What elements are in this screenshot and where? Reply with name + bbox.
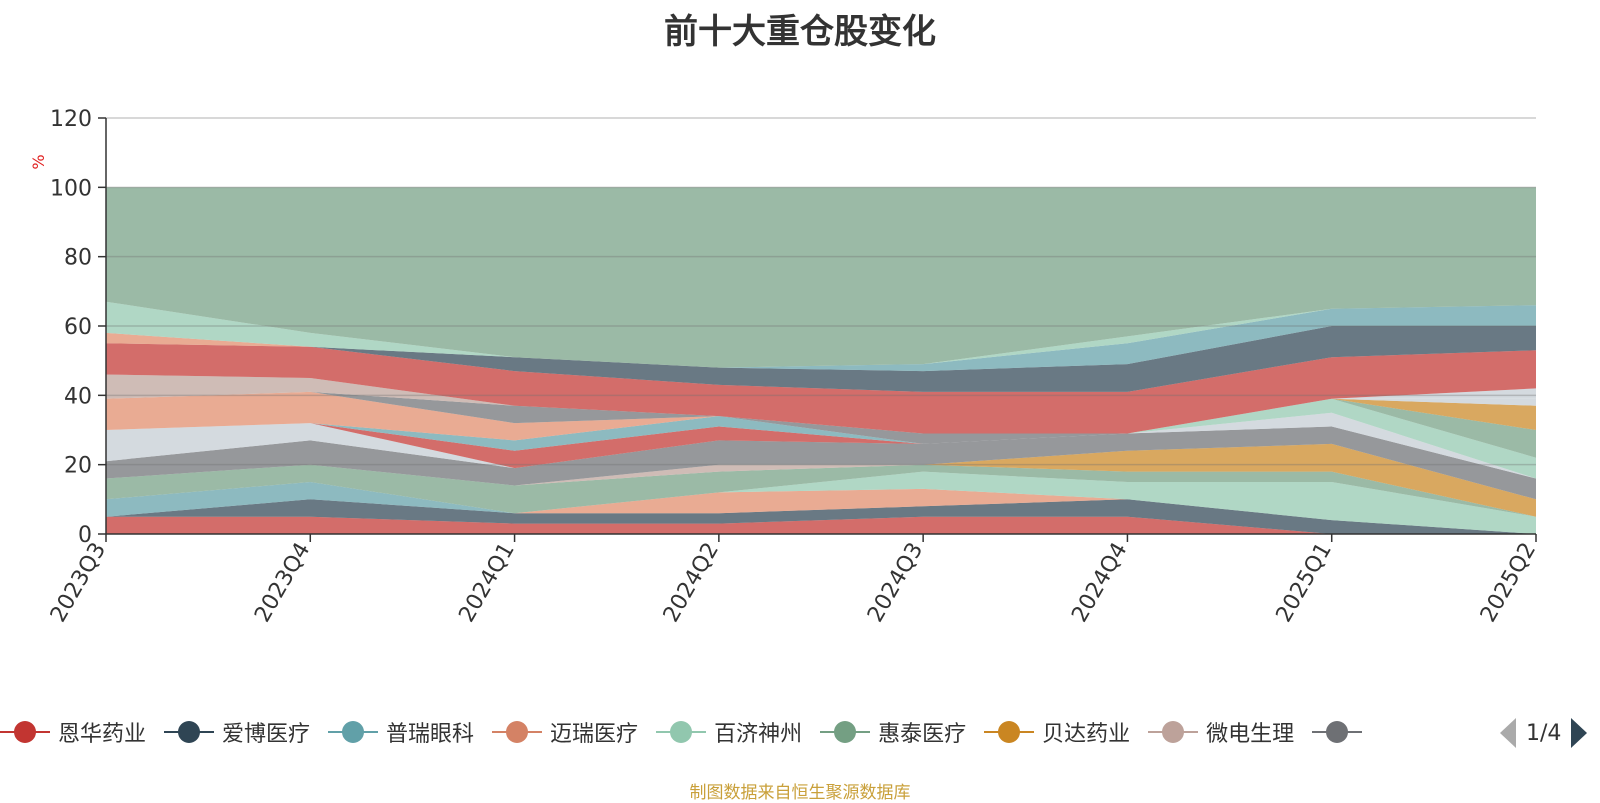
triangle-left-icon[interactable] (1500, 718, 1516, 748)
legend-item[interactable]: 恩华药业 (0, 712, 146, 752)
area-band-8 (106, 426, 1536, 500)
area-band-2 (106, 488, 1536, 534)
legend-label: 惠泰医疗 (878, 722, 967, 747)
area-band-9 (106, 412, 1536, 479)
area-band-12 (106, 398, 1536, 469)
legend-label: 贝达药业 (1042, 722, 1131, 747)
area-band-15 (106, 391, 1536, 444)
x-tick-label: 2024Q2 (659, 539, 724, 627)
area-band-24 (106, 301, 1536, 368)
chart-title: 前十大重仓股变化 (664, 12, 936, 52)
y-tick-label: 120 (50, 107, 92, 132)
legend-item[interactable]: 迈瑞医疗 (492, 712, 638, 752)
circle-marker-icon (984, 720, 1035, 744)
legend-label: 迈瑞医疗 (550, 722, 639, 747)
legend-page-indicator: 1/4 (1526, 720, 1562, 746)
area-band-18 (106, 374, 1536, 434)
legend-label: 普瑞眼科 (386, 722, 475, 747)
legend-item[interactable]: 微电生理 (1148, 712, 1294, 752)
x-tick-label: 2023Q3 (46, 539, 111, 627)
area-band-6 (106, 443, 1536, 517)
y-tick-label: 40 (64, 384, 92, 409)
legend-label: 爱博医疗 (222, 722, 311, 747)
area-band-13 (106, 398, 1536, 451)
area-band-4 (106, 471, 1536, 517)
area-band-21 (106, 326, 1536, 392)
legend-item[interactable]: 惠泰医疗 (820, 712, 966, 752)
y-tick-label: 80 (64, 246, 92, 271)
y-axis-unit: % (29, 154, 48, 169)
x-tick-label: 2024Q4 (1067, 539, 1132, 627)
y-tick-label: 60 (64, 315, 92, 340)
x-tick-label: 2025Q2 (1476, 539, 1541, 627)
area-bands (106, 187, 1536, 534)
area-band-1 (106, 499, 1536, 534)
source-note: 制图数据来自恒生聚源数据库 (689, 783, 911, 803)
area-band-3 (106, 471, 1536, 534)
legend-item[interactable]: 贝达药业 (984, 712, 1130, 752)
y-tick-label: 0 (78, 523, 92, 548)
area-band-5 (106, 464, 1536, 517)
circle-marker-icon (820, 720, 871, 744)
legend-label: 百济神州 (714, 722, 803, 747)
legend-item[interactable]: 百济神州 (656, 712, 802, 752)
legend-label: 恩华药业 (58, 722, 147, 747)
y-tick-label: 20 (64, 454, 92, 479)
circle-marker-icon (1312, 720, 1363, 744)
x-tick-label: 2025Q1 (1272, 539, 1337, 627)
circle-marker-icon (0, 720, 50, 744)
circle-marker-icon (328, 720, 379, 744)
legend-pager: 1/4 (1500, 716, 1600, 750)
legend: 恩华药业 爱博医疗 普瑞眼科 迈瑞医疗 百济神州 惠泰医疗 贝达药业 微电生理 (0, 712, 1488, 752)
x-tick-label: 2024Q3 (863, 539, 928, 627)
legend-label: 微电生理 (1206, 722, 1295, 747)
x-tick-label: 2023Q4 (250, 539, 315, 627)
circle-marker-icon (164, 720, 215, 744)
area-band-22 (106, 305, 1536, 372)
area-band-25 (106, 187, 1536, 368)
x-ticks: 2023Q3 2023Q4 2024Q1 2024Q2 2024Q3 2024Q4 2025… (46, 534, 1541, 627)
circle-marker-icon (656, 720, 707, 744)
area-band-14 (106, 391, 1536, 444)
legend-item[interactable] (1312, 712, 1370, 752)
triangle-right-icon[interactable] (1571, 718, 1588, 748)
area-band-0 (106, 516, 1536, 534)
y-tick-label: 100 (50, 176, 92, 201)
circle-marker-icon (1148, 720, 1199, 744)
legend-item[interactable]: 爱博医疗 (164, 712, 310, 752)
legend-item[interactable]: 普瑞眼科 (328, 712, 474, 752)
grid-lines (106, 117, 1536, 466)
x-tick-label: 2024Q1 (454, 539, 519, 627)
y-ticks: 0 20 40 60 80 100 120 (50, 107, 106, 548)
circle-marker-icon (492, 720, 543, 744)
